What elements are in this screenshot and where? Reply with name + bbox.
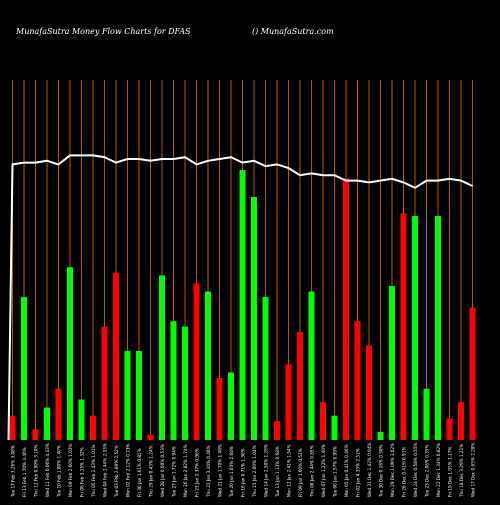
bar — [458, 402, 464, 440]
x-tick-label: Mon 12 Jan 2.41% 1.54% — [287, 444, 292, 497]
x-tick-label: Fri 16 Jan 0.71% 1.30% — [241, 448, 246, 497]
x-tick-label: Fri 30 Jan 1.61% 0.85% — [137, 448, 142, 497]
x-tick-label: Wed 24 Dec 0.58% 0.55% — [413, 442, 418, 497]
x-tick-label: Wed 28 Jan 0.00% 0.53% — [160, 444, 165, 497]
bar — [44, 407, 50, 440]
x-tick-label: Thu 15 Jan 2.09% 1.04% — [252, 445, 257, 498]
bar — [262, 296, 269, 440]
x-tick-label: Mon 26 Jan 2.82% 1.74% — [183, 444, 188, 497]
bar — [101, 326, 108, 440]
x-tick-label: Fri 06 Feb 3.15% 1.32% — [80, 447, 85, 497]
bar — [331, 415, 338, 440]
bar — [446, 418, 453, 440]
bar — [90, 415, 96, 440]
x-tick-label: Fri 26 Dec 0.41% 0.91% — [402, 447, 407, 497]
bar — [285, 364, 292, 440]
x-tick-label: Fri 23 Jan 2.37% 0.36% — [195, 448, 200, 497]
x-tick-label: Tue 30 Dec 0.18% 0.50% — [379, 444, 384, 498]
x-axis-labels: Tue 17 Feb 3.26% 3.08% Fri 13 Feb 1.70% 4… — [11, 442, 476, 498]
x-tick-label: Tue 17 Feb 3.26% 3.08% — [11, 445, 16, 498]
x-tick-label: Mon 02 Feb 2.12% 0.73% — [126, 443, 131, 497]
trend-line — [7, 154, 473, 441]
x-tick-label: Tue 20 Jan 1.03% 2.68% — [229, 446, 234, 498]
bar — [113, 272, 119, 440]
x-tick-label: Tue 13 Jan 1.13% 0.68% — [275, 446, 280, 498]
x-tick-label: Tue 23 Dec 2.06% 0.35% — [425, 444, 430, 498]
x-tick-label: Tue 27 Jan 1.72% 0.94% — [172, 446, 177, 498]
bar — [21, 296, 27, 440]
x-tick-label: Thu 05 Feb 2.43% 1.01% — [91, 444, 96, 498]
x-tick-label: Wed 07 Jan 1.23% 1.40% — [321, 444, 326, 497]
x-tick-label: Mon 22 Dec 1.34% 0.82% — [436, 443, 441, 497]
bar — [423, 388, 430, 440]
x-tick-label: Thu 29 Jan 0.43% 1.24% — [149, 445, 154, 498]
x-tick-label: Tue 03 Feb 2.89% 2.52% — [114, 445, 119, 498]
bar — [251, 197, 257, 440]
x-tick-label: Mon 09 Feb 2.60% 1.03% — [68, 443, 73, 497]
bar — [78, 399, 85, 440]
bar — [147, 434, 154, 440]
bar — [136, 350, 142, 440]
x-tick-label: Fri 02 Jan 4.35% 2.51% — [356, 448, 361, 497]
x-tick-label: Tue 10 Feb 1.80% 1.40% — [57, 445, 62, 498]
bar — [159, 275, 165, 440]
x-tick-label: Fri 13 Feb 1.70% 4.46% — [22, 447, 27, 497]
bar — [400, 213, 407, 440]
bar — [274, 421, 280, 440]
x-tick-label: Thu 08 Jan 2.44% 0.85% — [310, 445, 315, 498]
bar — [170, 321, 177, 440]
x-tick-label: Fri 19 Dec 1.05% 1.17% — [448, 447, 453, 497]
x-tick-label: Tue 06 Jan 1.57% 0.99% — [333, 446, 338, 498]
bar — [205, 291, 211, 440]
bar — [377, 431, 384, 440]
x-tick-label: Fri 09 Jan 1.60% 0.52% — [298, 448, 303, 497]
x-tick-label: Wed 11 Feb 0.06% 4.43% — [45, 443, 50, 497]
x-tick-label: Wed 14 Jan 2.50% 1.26% — [264, 444, 269, 497]
x-tick-label: Mon 29 Dec 1.09% 3.02% — [390, 443, 395, 497]
bars — [9, 170, 476, 440]
bar — [297, 332, 303, 440]
x-tick-label: Wed 17 Dec 0.65% 2.28% — [471, 442, 476, 497]
x-tick-label: Thu 18 Dec 3.29% 1.21% — [459, 444, 464, 498]
bar — [343, 178, 349, 440]
bar — [354, 321, 361, 440]
bar — [216, 377, 223, 440]
bar — [32, 429, 39, 440]
bar — [320, 402, 326, 440]
bar — [193, 283, 200, 440]
x-tick-label: Thu 22 Jan 3.10% 0.40% — [206, 445, 211, 498]
bar — [124, 350, 131, 440]
bar — [435, 215, 441, 440]
chart-title: MunafaSutra Money Flow Charts for DFAS — [16, 27, 191, 36]
bar — [366, 345, 372, 440]
bar — [308, 291, 315, 440]
bar — [55, 388, 62, 440]
bar — [412, 215, 418, 440]
x-tick-label: Thu 12 Feb 0.99% 3.10% — [34, 444, 39, 498]
site-credit: () MunafaSutra.com — [252, 27, 334, 36]
bar — [182, 326, 188, 440]
trend-line-path — [7, 154, 473, 441]
bar — [9, 415, 16, 440]
x-tick-label: Wed 04 Feb 1.44% 2.33% — [103, 443, 108, 497]
bar — [67, 267, 73, 440]
bar — [389, 286, 395, 440]
bar — [469, 307, 476, 440]
bar — [239, 170, 246, 440]
x-tick-label: Wed 31 Dec 1.42% 0.94% — [367, 442, 372, 497]
x-tick-label: Wed 21 Jan 1.70% 1.48% — [218, 444, 223, 497]
x-tick-label: Mon 05 Jan 0.41% 0.46% — [344, 444, 349, 497]
bar — [228, 372, 234, 440]
